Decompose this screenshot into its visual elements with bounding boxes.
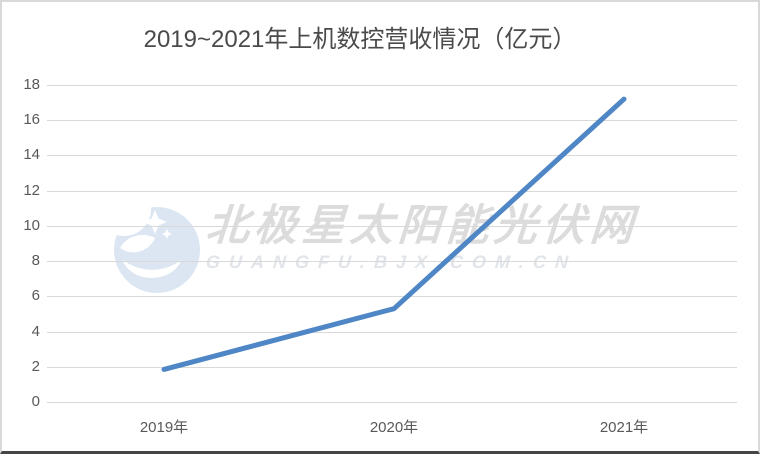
revenue-line	[161, 96, 627, 372]
watermark: 北极星太阳能光伏网 GUANGFU.BJX.COM.CN	[114, 202, 640, 293]
chart-title: 2019~2021年上机数控营收情况（亿元）	[143, 26, 577, 53]
bjx-star-logo-icon	[114, 207, 200, 293]
